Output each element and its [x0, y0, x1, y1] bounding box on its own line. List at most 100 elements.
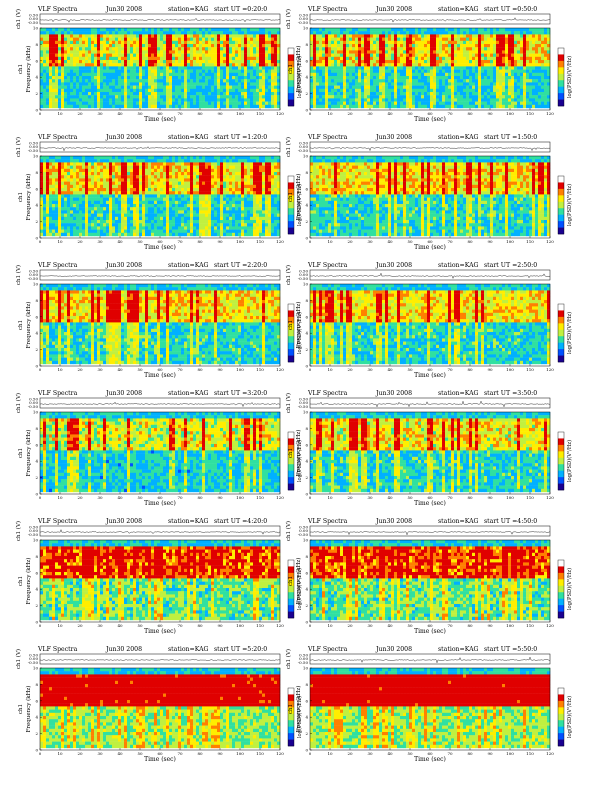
x-tick-label: 60 [427, 367, 433, 372]
colorbar-segment [558, 585, 564, 593]
x-tick-label: 60 [157, 367, 163, 372]
x-tick-label: 80 [467, 623, 473, 628]
panel-title: VLF Spectra [38, 134, 77, 141]
x-tick-label: 10 [57, 367, 63, 372]
colorbar-segment [558, 713, 564, 721]
colorbar-segment [558, 176, 564, 183]
spectrogram [40, 28, 281, 109]
panel-title: VLF Spectra [308, 646, 347, 653]
colorbar-segment [558, 707, 564, 715]
y-tick-label: 4 [35, 459, 38, 464]
colorbar-label: log(PSD)(V²/Hz) [566, 568, 573, 610]
panel-start-time: start UT =3:50:0 [484, 390, 537, 397]
x-tick-label: 30 [367, 239, 373, 244]
y-tick-label: 8 [305, 554, 308, 559]
ch1-waveform [309, 17, 551, 23]
x-tick-label: 40 [117, 111, 123, 116]
y-tick-label: 4 [305, 587, 308, 592]
ch-tick-label: 0.00 [299, 16, 308, 21]
spectrogram [310, 28, 551, 109]
ch-tick-label: -0.50 [298, 20, 309, 25]
colorbar-segment [558, 560, 564, 567]
y-tick-label: 8 [305, 682, 308, 687]
y-tick-label: 2 [305, 347, 308, 352]
spectra-panel: VLF Spectra Jun30 2008 station=KAG start UT… [6, 390, 316, 516]
colorbar-segment [288, 483, 294, 491]
x-tick-label: 120 [546, 751, 554, 756]
colorbar-segment [288, 611, 294, 619]
colorbar-label: log(PSD)(V²/Hz) [296, 568, 303, 610]
frequency-axis-label: Frequency (kHz) [25, 302, 32, 349]
y-tick-label: 2 [305, 219, 308, 224]
x-tick-label: 110 [526, 495, 534, 500]
x-tick-label: 120 [276, 751, 284, 756]
spectrogram [310, 540, 551, 621]
colorbar-segment [558, 432, 564, 439]
panel-start-time: start UT =5:50:0 [484, 646, 537, 653]
spectrogram [40, 668, 281, 749]
y-tick-label: 6 [305, 58, 308, 63]
panel-station: station=KAG [438, 262, 479, 269]
x-tick-label: 120 [546, 111, 554, 116]
y-tick-label: 2 [35, 219, 38, 224]
frequency-axis-label: Frequency (kHz) [295, 46, 302, 93]
panel-date: Jun30 2008 [376, 390, 412, 397]
colorbar-frame [557, 687, 565, 747]
colorbar-segment [288, 188, 294, 196]
colorbar-segment [558, 688, 564, 695]
colorbar-segment [558, 598, 564, 606]
colorbar-segment [558, 611, 564, 619]
x-tick-label: 60 [427, 111, 433, 116]
colorbar-segment [558, 470, 564, 478]
ch-tick-label: -0.50 [298, 276, 309, 281]
panel-start-time: start UT =2:50:0 [484, 262, 537, 269]
x-tick-label: 100 [506, 623, 514, 628]
colorbar-label: log(PSD)(V²/Hz) [566, 696, 573, 738]
x-tick-label: 70 [447, 751, 453, 756]
colorbar-segment [558, 201, 564, 209]
x-tick-label: 20 [347, 751, 353, 756]
colorbar-segment [558, 566, 564, 574]
channel-label: ch1 [18, 448, 24, 458]
ch1-axis-label: ch1 (V) [15, 649, 22, 669]
y-tick-label: 0 [305, 748, 308, 753]
ch-tick-label: -0.50 [28, 660, 39, 665]
y-tick-label: 2 [35, 731, 38, 736]
x-tick-label: 10 [327, 751, 333, 756]
y-tick-label: 10 [33, 666, 39, 671]
time-axis-label: Time (sec) [414, 628, 446, 635]
time-axis-label: Time (sec) [144, 116, 176, 123]
colorbar-frame [287, 559, 295, 619]
ch1-axis-label: ch1 (V) [285, 265, 292, 285]
x-tick-label: 10 [57, 751, 63, 756]
x-tick-label: 60 [427, 751, 433, 756]
spectra-panel: VLF Spectra Jun30 2008 station=KAG start UT… [276, 6, 586, 132]
y-tick-label: 2 [305, 475, 308, 480]
x-tick-label: 100 [236, 623, 244, 628]
panel-station: station=KAG [168, 6, 209, 13]
timeseries-frame [309, 269, 551, 281]
x-tick-label: 30 [97, 111, 103, 116]
colorbar-segment [558, 483, 564, 491]
x-tick-label: 40 [387, 111, 393, 116]
y-tick-label: 8 [35, 426, 38, 431]
colorbar-segment [558, 310, 564, 318]
ch1-waveform [309, 147, 551, 152]
x-tick-label: 20 [347, 623, 353, 628]
x-tick-label: 90 [217, 111, 223, 116]
panel-date: Jun30 2008 [106, 262, 142, 269]
colorbar-segment [558, 444, 564, 452]
colorbar-segment [558, 316, 564, 324]
x-tick-label: 10 [327, 111, 333, 116]
x-tick-label: 70 [177, 111, 183, 116]
colorbar-frame [557, 47, 565, 107]
ch1-axis-label: ch1 (V) [15, 265, 22, 285]
y-tick-label: 6 [305, 186, 308, 191]
ch-tick-label: 0.00 [29, 528, 38, 533]
colorbar-segment [558, 54, 564, 62]
colorbar-label: log(PSD)(V²/Hz) [296, 312, 303, 354]
x-tick-label: 0 [39, 751, 42, 756]
panel-station: station=KAG [438, 646, 479, 653]
panel-station: station=KAG [438, 134, 479, 141]
frequency-axis-label: Frequency (kHz) [25, 558, 32, 605]
